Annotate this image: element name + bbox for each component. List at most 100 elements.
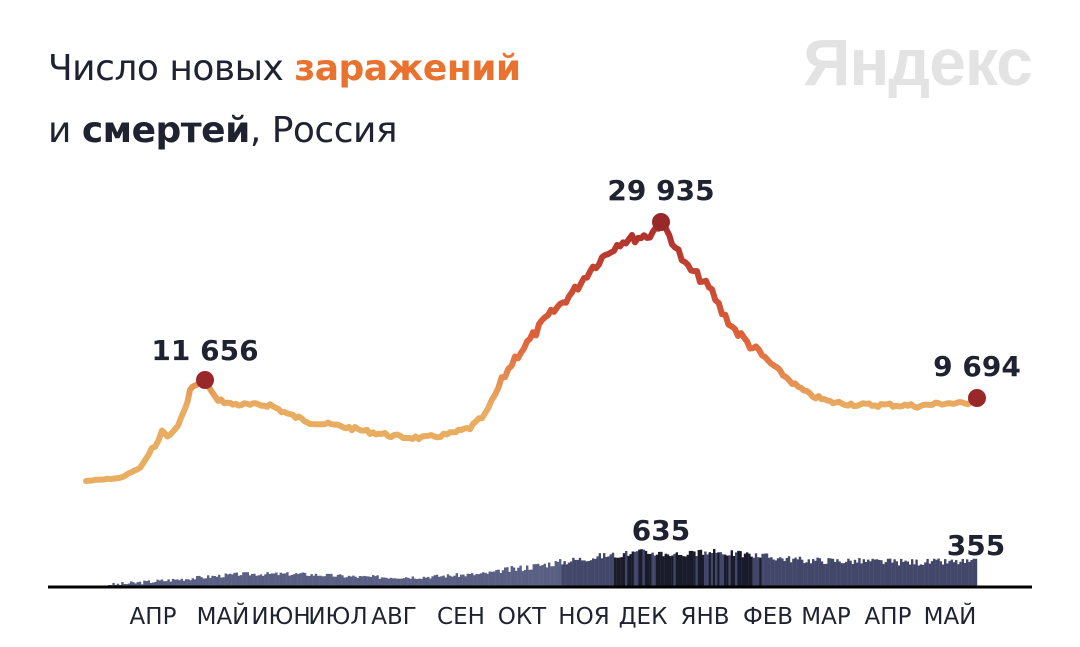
death-bar [466, 573, 469, 586]
month-label: АПР [865, 604, 912, 630]
death-bar [935, 559, 938, 586]
death-bar [906, 561, 909, 586]
death-bar [891, 562, 894, 586]
death-bar [268, 574, 271, 586]
death-bar [728, 555, 731, 586]
death-bar [526, 565, 529, 586]
death-bar [825, 563, 828, 586]
title-line-1: Число новых заражений [48, 38, 521, 100]
death-bar [915, 559, 918, 586]
month-label: МАР [801, 604, 851, 630]
death-bar [286, 572, 289, 586]
death-bar [277, 575, 280, 586]
death-bar [253, 573, 256, 586]
death-bar [510, 566, 513, 586]
death-bar [625, 551, 628, 586]
death-bar [479, 573, 483, 586]
death-bar [391, 578, 395, 586]
death-bar [559, 559, 562, 586]
death-bar [398, 578, 401, 586]
death-bar [963, 563, 967, 586]
death-bar [314, 573, 318, 586]
death-bar [182, 580, 186, 586]
death-bar [937, 558, 940, 586]
death-bar [248, 575, 252, 586]
death-bar [697, 550, 700, 586]
death-bar [636, 551, 639, 586]
death-bar [812, 559, 815, 586]
death-bar [141, 584, 144, 586]
death-bar [834, 562, 837, 586]
death-bar [878, 559, 881, 586]
death-bar [116, 583, 120, 586]
death-bar [783, 561, 786, 586]
death-bar [218, 574, 221, 586]
death-bar [497, 569, 500, 586]
death-bar [438, 576, 441, 586]
death-bar [774, 560, 777, 586]
death-bar [400, 578, 403, 586]
month-label: ИЮН [251, 604, 310, 630]
death-bar [424, 577, 428, 586]
chart-title: Число новых заражений и смертей, Россия [48, 38, 521, 162]
death-bar [125, 584, 128, 586]
death-bar [904, 560, 907, 586]
death-bar [787, 556, 791, 586]
death-bar [130, 581, 133, 586]
death-bar [669, 556, 672, 586]
death-bar [462, 574, 465, 586]
death-bar [796, 559, 799, 586]
death-bar [262, 575, 265, 586]
month-label: ДЕК [619, 604, 668, 630]
death-bar [515, 570, 518, 586]
death-bar [460, 574, 463, 586]
death-bar [952, 562, 956, 586]
death-bar [376, 575, 379, 586]
death-bar [198, 575, 201, 586]
death-bar [534, 564, 538, 586]
death-bar [739, 551, 742, 586]
death-bar [677, 555, 681, 586]
death-bar [411, 576, 414, 586]
death-bar [647, 553, 650, 586]
death-bar [336, 574, 340, 586]
death-bar [849, 560, 852, 586]
death-bar [550, 566, 553, 586]
death-bar [235, 572, 238, 586]
death-bar [735, 552, 738, 586]
death-bar [614, 557, 617, 586]
death-bar [691, 550, 694, 586]
death-bar [803, 563, 806, 586]
death-bar [501, 570, 505, 586]
death-bar [361, 576, 364, 586]
death-bar [743, 553, 747, 586]
month-label: ОКТ [498, 604, 547, 630]
death-bar [548, 562, 551, 586]
death-bar [790, 562, 793, 586]
death-bar [457, 576, 461, 586]
death-bar [779, 557, 782, 586]
death-bar [860, 563, 863, 586]
label-infections-last: 9 694 [933, 350, 1021, 383]
death-bar [332, 576, 335, 586]
death-bar [968, 561, 971, 586]
death-bar [288, 575, 291, 586]
death-bar [919, 564, 923, 586]
death-bar [343, 577, 346, 586]
death-bar [312, 575, 315, 586]
death-bar [402, 578, 406, 586]
death-bar [152, 582, 155, 586]
death-bar [710, 553, 714, 586]
death-bar [600, 558, 604, 586]
death-bar [178, 580, 181, 586]
death-bar [726, 555, 729, 586]
death-bar [966, 559, 969, 586]
death-bar [974, 558, 978, 586]
death-bar [160, 579, 164, 586]
death-bar [136, 582, 139, 586]
death-bar [658, 551, 661, 586]
title-deaths-word: смертей [81, 110, 250, 151]
death-bar [385, 577, 388, 586]
death-bar [570, 561, 573, 586]
death-bar [292, 574, 296, 586]
